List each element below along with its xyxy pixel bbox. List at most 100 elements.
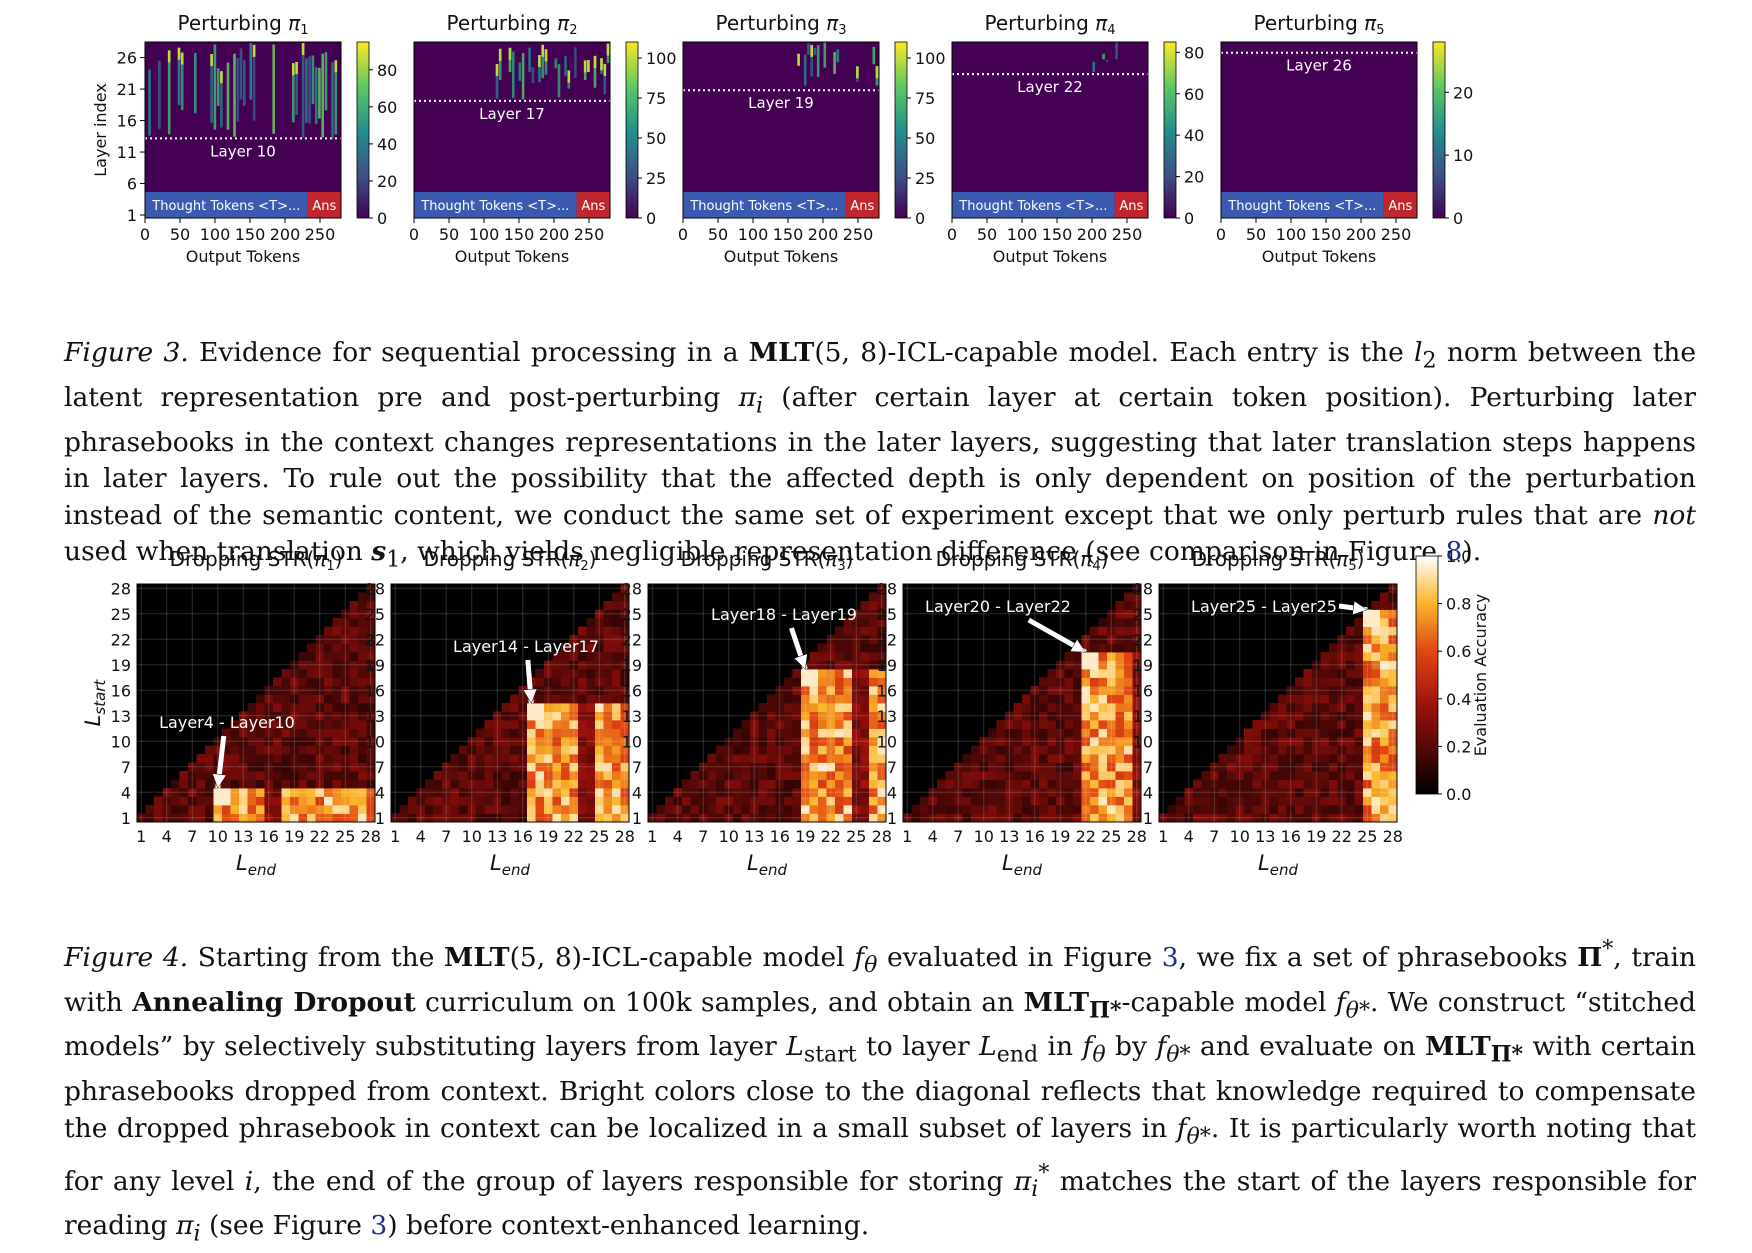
heatmap-cell [1005,805,1014,814]
x-tick-label: 150 [1311,225,1342,244]
heatmap-cell [290,686,299,695]
heatmap-cell [1235,813,1245,823]
heatmap-cell [1098,720,1108,729]
heatmap-cell [1047,694,1057,704]
heatmap-cell [1098,779,1108,789]
heatmap-cell [425,813,434,823]
heatmap-cell [501,788,511,797]
heatmap-cell [349,711,359,721]
heatmap-cell [733,788,742,797]
heatmap-cell [1286,711,1296,721]
heatmap-cell [784,677,793,687]
heatmap-cell [750,754,759,763]
heatmap-cell [1354,737,1364,746]
heatmap-cell [603,694,613,704]
heatmap-streak [603,63,607,95]
heatmap-cell [281,694,291,704]
heatmap-cell [612,754,621,763]
heatmap-cell [1346,711,1355,721]
heatmap-cell [1064,694,1074,704]
heatmap-cell [1081,711,1091,721]
heatmap-cell [366,643,376,653]
heatmap-streak [528,47,531,72]
heatmap-cell [544,677,553,687]
cbar-tick-label: 40 [1184,126,1204,145]
heatmap-cell [535,694,545,704]
heatmap-cell [818,745,827,755]
figure-8-link[interactable]: 8 [1445,536,1463,568]
heatmap-cell [1269,737,1279,746]
heatmap-cell [1320,669,1330,678]
heatmap-cell [1312,745,1321,755]
heatmap-cell [1090,652,1099,661]
heatmap-cell [264,754,274,763]
heatmap-cell [552,677,562,687]
heatmap-cell [1261,813,1270,823]
heatmap-cell [1115,813,1125,823]
heatmap-cell [1090,677,1099,687]
figure-3-link[interactable]: 3 [370,1210,388,1242]
heatmap-streak [807,43,810,55]
heatmap-cell [920,813,929,823]
heatmap-cell [860,728,870,738]
x-axis-label: Output Tokens [724,247,839,266]
heatmap-cell [1184,805,1194,814]
cbar-tick-label: 20 [1184,168,1204,187]
heatmap-cell [603,669,613,678]
heatmap-cell [809,771,819,780]
heatmap-cell [162,813,172,823]
x-tick-label: 250 [843,225,874,244]
heatmap-cell [741,771,751,780]
heatmap-cell [758,728,768,738]
heatmap-cell [324,796,333,806]
heatmap-cell [1039,788,1048,797]
heatmap-cell [801,728,810,738]
heatmap-cell [561,745,570,755]
x-tick-label: 22 [1076,827,1096,846]
heatmap-cell [1081,762,1091,772]
heatmap-cell [493,711,502,721]
heatmap-cell [767,796,776,806]
heatmap-cell [1022,703,1031,712]
figure-3-link[interactable]: 3 [1161,941,1179,973]
heatmap-cell [911,805,921,814]
heatmap-cell [707,805,717,814]
heatmap-cell [205,754,214,763]
heatmap-cell [578,771,587,780]
heatmap-cell [860,643,870,653]
heatmap-cell [484,737,494,746]
x-tick-label: 50 [977,225,997,244]
x-tick-label: 25 [589,827,609,846]
heatmap-streak-peak [292,63,295,76]
heatmap-cell [1081,703,1091,712]
heatmap-cell [552,813,562,823]
heatmap-cell [1124,728,1133,738]
heatmap-cell [1030,771,1040,780]
heatmap-cell [1388,711,1398,721]
heatmap-cell [1201,788,1211,797]
y-tick-label: 4 [887,783,897,802]
heatmap-cell [561,813,570,823]
heatmap-streak [318,67,321,119]
heatmap-cell [835,643,844,653]
heatmap-cell [1039,771,1048,780]
title-pi-sub: 1 [326,559,334,574]
y-tick-label: 22 [111,630,131,649]
heatmap-cell [1107,635,1116,644]
x-axis-label: Output Tokens [993,247,1108,266]
heatmap-cell [1081,779,1091,789]
y-tick-label: 13 [365,707,385,726]
heatmap-cell [1346,728,1355,738]
heatmap-cell [349,686,359,695]
answer-tokens-bar [1114,192,1148,218]
heatmap-cell [527,771,536,780]
heatmap-cell [341,788,350,797]
heatmap-cell [656,813,666,823]
heatmap-cell [620,643,630,653]
y-tick-label: 7 [1143,758,1153,777]
cbar-tick-label: 0.2 [1446,737,1471,756]
fig4-panel-3: Dropping STR(π3)114477101013131616191922… [622,547,892,879]
heatmap-cell [324,737,333,746]
heatmap-cell [307,813,316,823]
heatmap-cell [852,762,861,772]
